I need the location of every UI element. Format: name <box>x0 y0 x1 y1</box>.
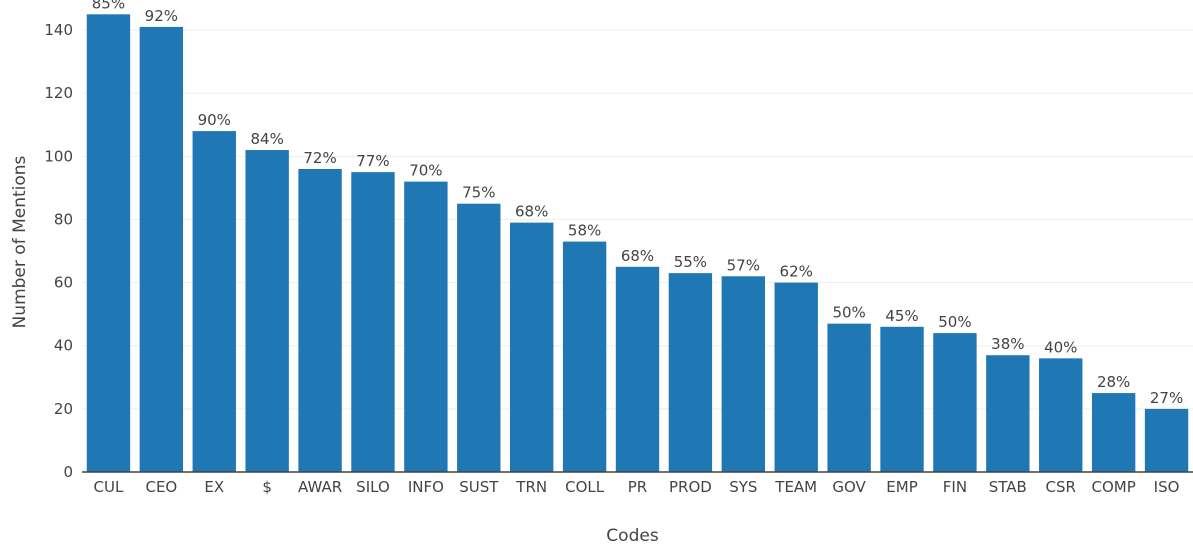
x-tick-label: ISO <box>1154 478 1180 496</box>
x-tick-label: FIN <box>943 478 967 496</box>
bar-data-label: 50% <box>938 313 971 331</box>
bar-SUST[interactable] <box>457 203 501 472</box>
x-tick-label: SILO <box>356 478 390 496</box>
bar-data-label: 27% <box>1150 389 1183 407</box>
bar-data-label: 92% <box>145 7 178 25</box>
bar-data-label: 50% <box>832 304 865 322</box>
bar-PR[interactable] <box>615 266 660 472</box>
x-tick-label: $ <box>262 478 272 496</box>
bar-INFO[interactable] <box>404 181 448 472</box>
x-tick-label: TRN <box>515 478 547 496</box>
bar-SILO[interactable] <box>351 172 395 472</box>
bar-data-label: 68% <box>621 247 654 265</box>
bar-data-label: 75% <box>462 184 495 202</box>
bar-data-label: 38% <box>991 335 1024 353</box>
bar-data-label: 77% <box>356 152 389 170</box>
y-tick-label: 140 <box>44 21 73 39</box>
x-tick-label: PR <box>628 478 647 496</box>
bar-data-label: 57% <box>727 256 760 274</box>
x-tick-label: EX <box>204 478 224 496</box>
bar-EX[interactable] <box>192 131 236 472</box>
bar-data-label: 62% <box>780 263 813 281</box>
bar-FIN[interactable] <box>933 333 977 472</box>
bar-TEAM[interactable] <box>774 282 818 472</box>
x-tick-label: GOV <box>832 478 866 496</box>
bar-$[interactable] <box>245 150 289 472</box>
bar-data-label: 70% <box>409 162 442 180</box>
x-axis-ticks: CUL CEO EX $ AWAR SILO INFO SUST TRN COLL PR PROD SY… <box>94 478 1180 496</box>
bar-AWAR[interactable] <box>298 168 342 472</box>
x-tick-label: PROD <box>669 478 712 496</box>
y-tick-label: 20 <box>54 400 73 418</box>
x-tick-label: SUST <box>459 478 499 496</box>
x-tick-label: SYS <box>729 478 757 496</box>
bar-COMP[interactable] <box>1091 393 1136 472</box>
bar-EMP[interactable] <box>880 326 924 472</box>
y-tick-label: 40 <box>54 337 73 355</box>
bar-CUL[interactable] <box>86 14 131 472</box>
bar-data-labels: 85% 92% 90% 84% 72% 77% 70% 75% 68% 58% 68% 55% 57% 6… <box>92 0 1183 407</box>
x-tick-label: CUL <box>94 478 124 496</box>
bar-data-label: 90% <box>198 111 231 129</box>
y-tick-label: 60 <box>54 274 73 292</box>
bar-data-label: 85% <box>92 0 125 12</box>
bar-data-label: 72% <box>303 149 336 167</box>
x-tick-label: INFO <box>408 478 444 496</box>
x-tick-label: COLL <box>565 478 605 496</box>
bar-GOV[interactable] <box>827 323 871 472</box>
bar-ISO[interactable] <box>1144 408 1189 472</box>
x-tick-label: TEAM <box>774 478 817 496</box>
x-tick-label: COMP <box>1092 478 1136 496</box>
bar-data-label: 55% <box>674 253 707 271</box>
x-tick-label: EMP <box>886 478 917 496</box>
y-tick-label: 100 <box>44 147 73 165</box>
bar-CSR[interactable] <box>1039 358 1083 472</box>
y-tick-label: 80 <box>54 210 73 228</box>
x-tick-label: STAB <box>989 478 1027 496</box>
y-axis-title: Number of Mentions <box>10 155 30 328</box>
y-tick-label: 120 <box>44 84 73 102</box>
bar-data-label: 84% <box>250 130 283 148</box>
x-tick-label: AWAR <box>298 478 342 496</box>
bar-TRN[interactable] <box>509 222 554 472</box>
bar-CEO[interactable] <box>139 26 184 472</box>
y-axis-ticks: 0 20 40 60 80 100 120 140 <box>44 21 73 481</box>
bar-COLL[interactable] <box>562 241 607 472</box>
bars <box>86 14 1189 472</box>
y-tick-label: 0 <box>63 463 73 481</box>
bar-data-label: 58% <box>568 222 601 240</box>
x-tick-label: CSR <box>1046 478 1076 496</box>
bar-SYS[interactable] <box>721 276 766 472</box>
x-tick-label: CEO <box>145 478 177 496</box>
bar-data-label: 45% <box>885 307 918 325</box>
bar-data-label: 28% <box>1097 373 1130 391</box>
bar-STAB[interactable] <box>986 355 1030 472</box>
bar-data-label: 40% <box>1044 338 1077 356</box>
x-axis-title: Codes <box>606 526 659 545</box>
bar-PROD[interactable] <box>668 273 713 472</box>
bar-data-label: 68% <box>515 203 548 221</box>
